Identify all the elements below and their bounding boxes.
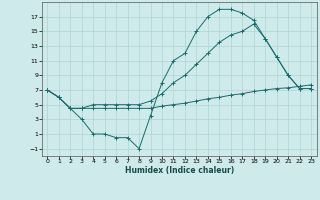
X-axis label: Humidex (Indice chaleur): Humidex (Indice chaleur) bbox=[124, 166, 234, 175]
